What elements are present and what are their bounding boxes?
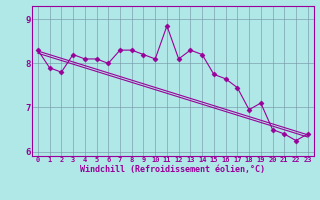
X-axis label: Windchill (Refroidissement éolien,°C): Windchill (Refroidissement éolien,°C) [80, 165, 265, 174]
